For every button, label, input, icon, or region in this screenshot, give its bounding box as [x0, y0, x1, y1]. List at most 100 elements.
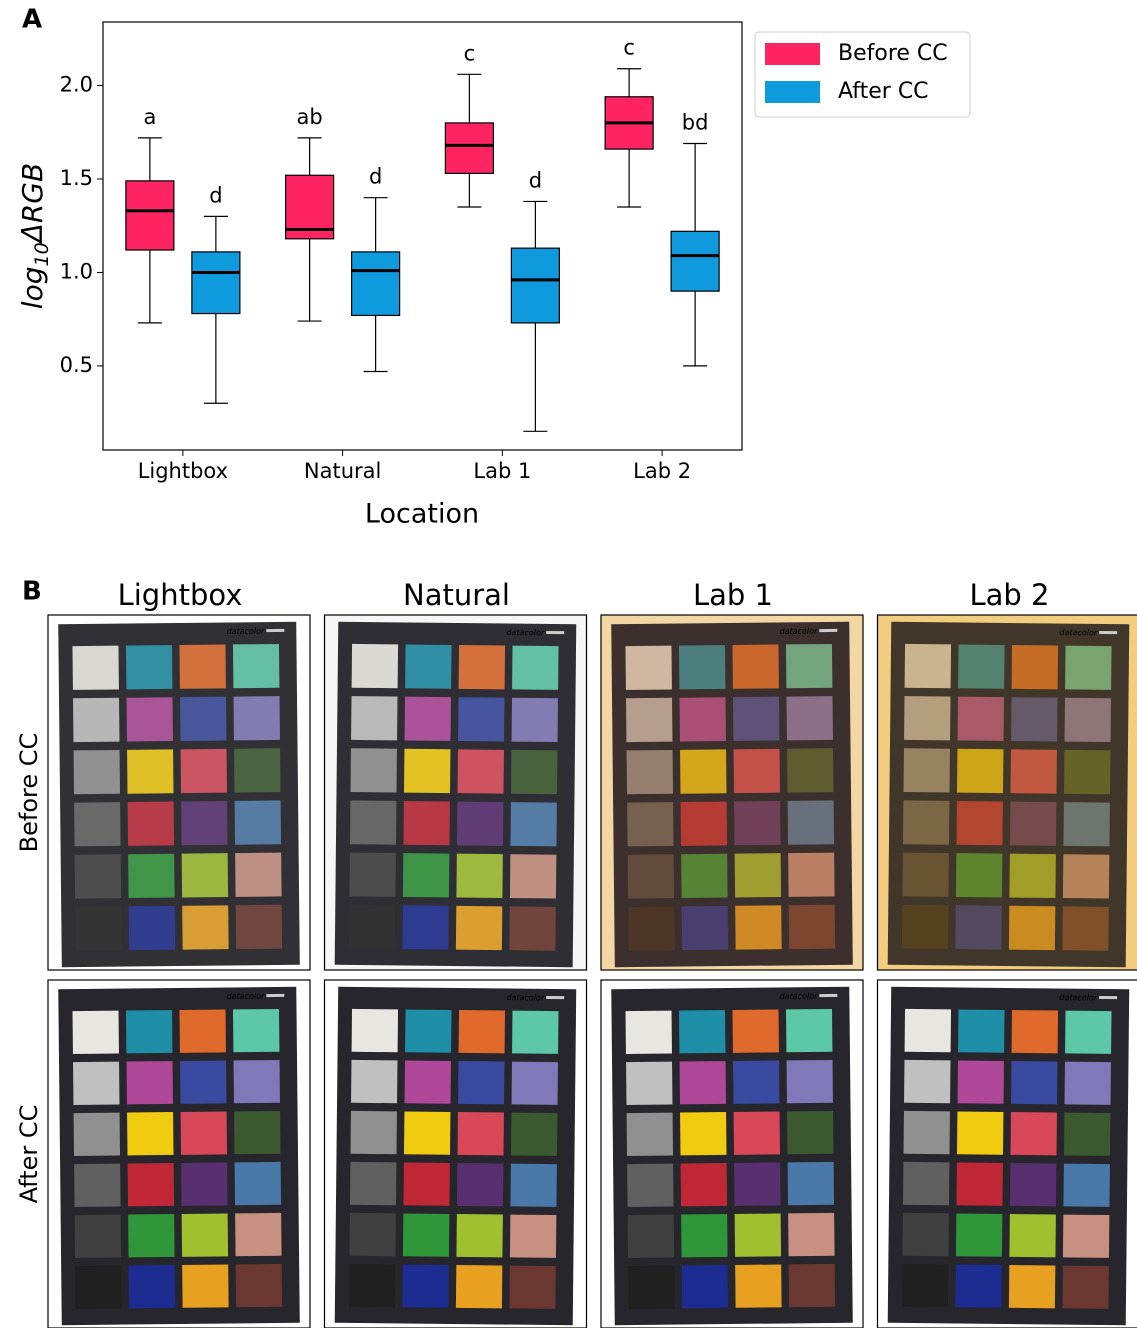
color-patch [628, 906, 675, 951]
color-patch [904, 643, 952, 689]
annotation: c [464, 41, 476, 65]
color-patch [457, 749, 504, 794]
color-patch [904, 696, 951, 741]
color-patch [1065, 645, 1112, 690]
brand-text: datacolor [227, 627, 266, 636]
color-patch [349, 852, 396, 897]
color-patch [1063, 1112, 1111, 1156]
color-patch [679, 1061, 726, 1105]
color-patch [732, 1009, 779, 1053]
color-patch [125, 1010, 173, 1054]
color-patch [403, 800, 450, 846]
color-patch [786, 696, 833, 741]
box [670, 230, 720, 292]
color-patch [127, 1163, 175, 1207]
color-patch [402, 1264, 449, 1308]
color-patch [74, 1163, 121, 1207]
color-patch [788, 1263, 836, 1308]
x-tick-label: Natural [304, 459, 381, 483]
color-patch [627, 854, 675, 899]
color-patch [626, 697, 673, 743]
color-patch [787, 1161, 835, 1206]
color-patch [1063, 749, 1111, 795]
column-header: Natural [403, 578, 510, 612]
color-patch [74, 854, 122, 899]
brand-bar [1099, 630, 1118, 635]
color-patch [125, 645, 173, 690]
color-patch [901, 904, 949, 950]
panel-label: B [22, 577, 42, 607]
color-patch [403, 748, 451, 794]
color-patch [349, 800, 397, 845]
color-patch [681, 1265, 729, 1309]
color-patch [734, 1162, 781, 1206]
color-patch [626, 749, 674, 795]
color-patch [458, 645, 506, 690]
x-tick-label: Lightbox [138, 459, 228, 483]
color-patch [351, 643, 399, 689]
color-patch [735, 905, 782, 950]
color-patch [510, 1112, 558, 1156]
color-patch [128, 1265, 176, 1309]
color-patch [1062, 1214, 1110, 1258]
color-patch [1011, 1010, 1059, 1054]
color-patch [179, 1009, 226, 1053]
color-patch [679, 697, 726, 742]
color-patch [128, 1214, 175, 1258]
color-patch [511, 697, 559, 743]
color-patch [904, 1008, 952, 1053]
color-patch [232, 643, 280, 689]
color-patch [625, 645, 672, 690]
color-patch [956, 748, 1004, 794]
y-tick-label: 1.5 [60, 166, 93, 190]
color-patch [1009, 1214, 1056, 1258]
color-patch [903, 748, 950, 793]
color-patch [1008, 1265, 1056, 1309]
color-patch [456, 1214, 503, 1258]
color-patch [955, 905, 1002, 950]
brand-text: datacolor [227, 992, 266, 1001]
annotation: bd [682, 110, 709, 134]
color-checker: datacolor [334, 621, 577, 968]
color-patch [127, 749, 174, 794]
row-label: Before CC [15, 733, 43, 853]
color-checker: datacolor [334, 986, 577, 1326]
brand-bar [819, 993, 838, 998]
color-patch [181, 800, 228, 846]
box [125, 180, 175, 251]
annotation: d [209, 183, 222, 207]
color-patch [788, 1212, 835, 1257]
color-patch [180, 1060, 227, 1104]
color-patch [233, 696, 280, 741]
color-patch [404, 696, 452, 741]
color-patch [404, 1060, 451, 1104]
color-patch [956, 1162, 1003, 1206]
color-patch [127, 1112, 174, 1156]
color-patch [734, 1213, 782, 1257]
color-patch [180, 696, 227, 741]
color-patch [234, 800, 282, 845]
color-patch [457, 1112, 504, 1156]
color-patch [957, 1060, 1004, 1104]
color-patch [678, 1010, 726, 1054]
color-patch [235, 904, 283, 950]
color-patch [127, 801, 175, 846]
color-patch [902, 1212, 949, 1257]
y-tick-label: 0.5 [60, 353, 93, 377]
color-patch [403, 1111, 451, 1155]
color-patch [181, 1162, 228, 1206]
color-patch [788, 904, 836, 950]
color-patch [1063, 1163, 1110, 1207]
color-patch [956, 800, 1003, 846]
color-patch [180, 748, 228, 794]
color-patch [72, 1010, 119, 1054]
panel-label: A [22, 5, 42, 35]
color-patch [626, 1061, 673, 1105]
color-patch [734, 853, 782, 898]
color-patch [233, 1059, 280, 1104]
color-patch [182, 1264, 229, 1308]
brand-bar [819, 628, 838, 633]
color-patch [349, 1161, 397, 1206]
color-patch [734, 800, 781, 846]
